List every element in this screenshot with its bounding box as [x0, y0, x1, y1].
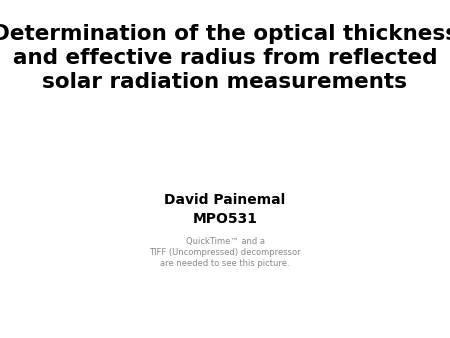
Text: David Painemal
MPO531: David Painemal MPO531	[164, 193, 286, 226]
Text: QuickTime™ and a
TIFF (Uncompressed) decompressor
are needed to see this picture: QuickTime™ and a TIFF (Uncompressed) dec…	[149, 237, 301, 268]
Text: Determination of the optical thickness
and effective radius from reflected
solar: Determination of the optical thickness a…	[0, 24, 450, 92]
